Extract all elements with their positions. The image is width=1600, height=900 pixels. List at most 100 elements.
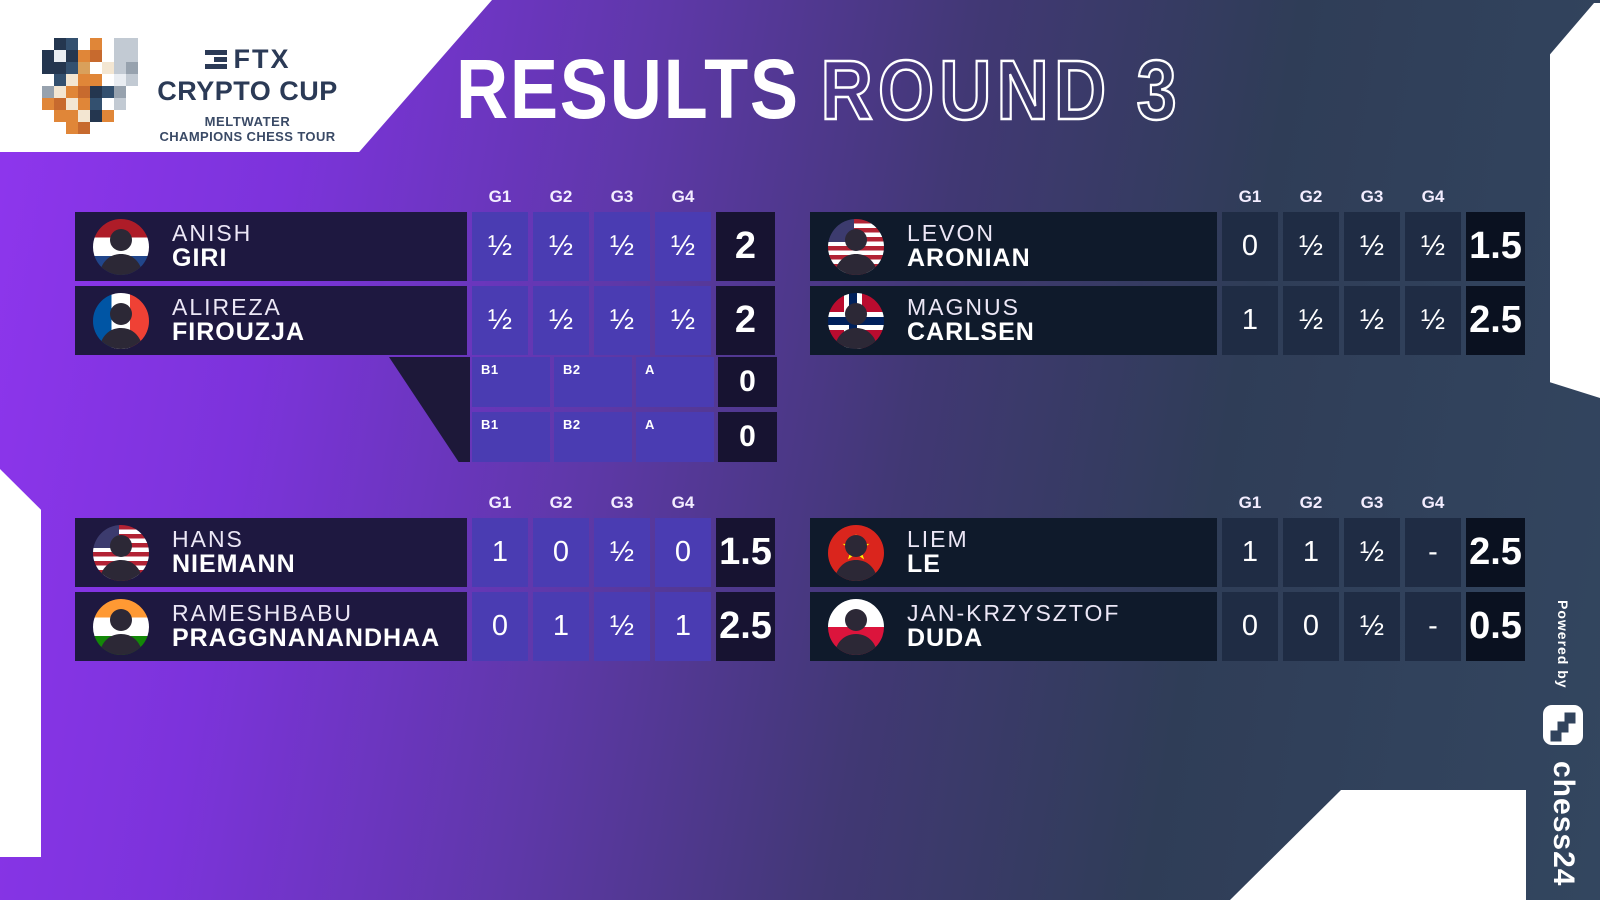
header-g1: G1 (488, 492, 512, 512)
player-row-aronian: LEVON ARONIAN (810, 212, 1217, 281)
left-accent-bar (0, 469, 41, 857)
game-cell: 0 (533, 518, 589, 587)
tiebreak-cell-b2: B2 (554, 412, 632, 462)
player-last-name: FIROUZJA (172, 318, 305, 347)
game-cell: 1 (1283, 518, 1339, 587)
player-row-niemann: HANS NIEMANN (75, 518, 467, 587)
event-name: CRYPTO CUP (157, 76, 338, 106)
player-silhouette (834, 608, 878, 655)
player-first-name: LIEM (907, 525, 969, 552)
tiebreak-cell-b1: B1 (472, 412, 550, 462)
avatar-duda (828, 598, 884, 655)
title-round: ROUND 3 (820, 42, 1190, 136)
tiebreak-cell-a: A (636, 357, 714, 407)
player-last-name: ARONIAN (907, 244, 1031, 273)
bottom-right-accent-shape (1230, 790, 1526, 900)
player-last-name: PRAGGNANANDHAA (172, 624, 441, 653)
game-cell: ½ (472, 212, 528, 281)
logo-band: FTX CRYPTO CUP MELTWATER CHAMPIONS CHESS… (0, 0, 492, 152)
match-table-giri-firouzja: G1 G2 G3 G4 ANISH GIRI ½ ½ ½ ½ 2 ALIREZA… (75, 186, 775, 355)
chess24-logo-icon (1543, 704, 1583, 745)
tiebreak-cell-b1: B1 (472, 357, 550, 407)
header-g2: G2 (549, 186, 573, 206)
player-last-name: CARLSEN (907, 318, 1035, 347)
chess24-wordmark: chess24 (1547, 760, 1580, 886)
game-cell: ½ (472, 286, 528, 355)
title-round-outline: ROUND 3 (820, 42, 1181, 136)
game-cell: 0 (472, 592, 528, 661)
player-last-name: LE (907, 550, 941, 579)
tour-name: CHAMPIONS CHESS TOUR (159, 129, 336, 144)
player-row-duda: JAN-KRZYSZTOF DUDA (810, 592, 1217, 661)
player-row-le: LIEM LE (810, 518, 1217, 587)
game-cell: ½ (655, 286, 711, 355)
total-cell: 2.5 (1466, 286, 1525, 355)
game-cell: ½ (533, 212, 589, 281)
game-cell: 1 (472, 518, 528, 587)
tiebreak-table: B1 B2 A 0 B1 B2 A 0 (472, 357, 777, 462)
avatar-aronian (828, 218, 884, 275)
tour-logo-mosaic (42, 38, 138, 134)
player-silhouette (99, 228, 143, 275)
player-silhouette (99, 608, 143, 655)
player-first-name: JAN-KRZYSZTOF (907, 599, 1121, 626)
game-cell: 0 (655, 518, 711, 587)
player-silhouette (834, 228, 878, 275)
game-cell: 0 (1283, 592, 1339, 661)
game-cell: ½ (594, 592, 650, 661)
header-g1: G1 (488, 186, 512, 206)
player-row-firouzja: ALIREZA FIROUZJA (75, 286, 467, 355)
header-g3: G3 (610, 186, 634, 206)
player-first-name: ANISH (172, 219, 253, 246)
game-cell: ½ (655, 212, 711, 281)
powered-by-label: Powered by (1555, 599, 1571, 689)
player-silhouette (99, 534, 143, 581)
header-g1: G1 (1238, 186, 1262, 206)
game-cell: 0 (1222, 592, 1278, 661)
total-cell: 2.5 (1466, 518, 1525, 587)
player-last-name: NIEMANN (172, 550, 296, 579)
page-title: RESULTS ROUND 3 (456, 42, 1190, 136)
svg-text:ROUND 3: ROUND 3 (820, 43, 1181, 136)
game-cell: 1 (1222, 286, 1278, 355)
game-cell: 1 (533, 592, 589, 661)
right-accent-bar (1550, 3, 1600, 398)
game-cell: 1 (655, 592, 711, 661)
game-cell: ½ (594, 286, 650, 355)
game-cell: ½ (1344, 286, 1400, 355)
player-row-praggnanandhaa: RAMESHBABU PRAGGNANANDHAA (75, 592, 467, 661)
player-row-carlsen: MAGNUS CARLSEN (810, 286, 1217, 355)
header-g2: G2 (1299, 492, 1323, 512)
player-silhouette (834, 302, 878, 349)
player-row-giri: ANISH GIRI (75, 212, 467, 281)
header-g2: G2 (549, 492, 573, 512)
player-first-name: ALIREZA (172, 293, 282, 320)
player-last-name: DUDA (907, 624, 984, 653)
game-cell: - (1405, 592, 1461, 661)
player-first-name: HANS (172, 525, 244, 552)
ftx-bars-icon (204, 50, 227, 69)
total-cell: 1.5 (716, 518, 775, 587)
player-first-name: LEVON (907, 219, 995, 246)
header-g4: G4 (1421, 492, 1445, 512)
header-g3: G3 (1360, 492, 1384, 512)
game-cell: ½ (1344, 592, 1400, 661)
match-table-niemann-praggnanandhaa: G1 G2 G3 G4 HANS NIEMANN 1 0 ½ 0 1.5 RAM… (75, 492, 775, 661)
header-g3: G3 (610, 492, 634, 512)
header-g4: G4 (671, 186, 695, 206)
avatar-carlsen (828, 292, 884, 349)
game-cell: ½ (1344, 212, 1400, 281)
tiebreak-cell-a: A (636, 412, 714, 462)
game-cell: ½ (594, 518, 650, 587)
avatar-praggnanandhaa (93, 598, 149, 655)
avatar-firouzja (93, 292, 149, 349)
avatar-giri (93, 218, 149, 275)
player-silhouette (834, 534, 878, 581)
game-cell: - (1405, 518, 1461, 587)
player-first-name: RAMESHBABU (172, 599, 354, 626)
game-cell: 1 (1222, 518, 1278, 587)
player-first-name: MAGNUS (907, 293, 1020, 320)
title-results: RESULTS (456, 42, 800, 136)
player-silhouette (99, 302, 143, 349)
